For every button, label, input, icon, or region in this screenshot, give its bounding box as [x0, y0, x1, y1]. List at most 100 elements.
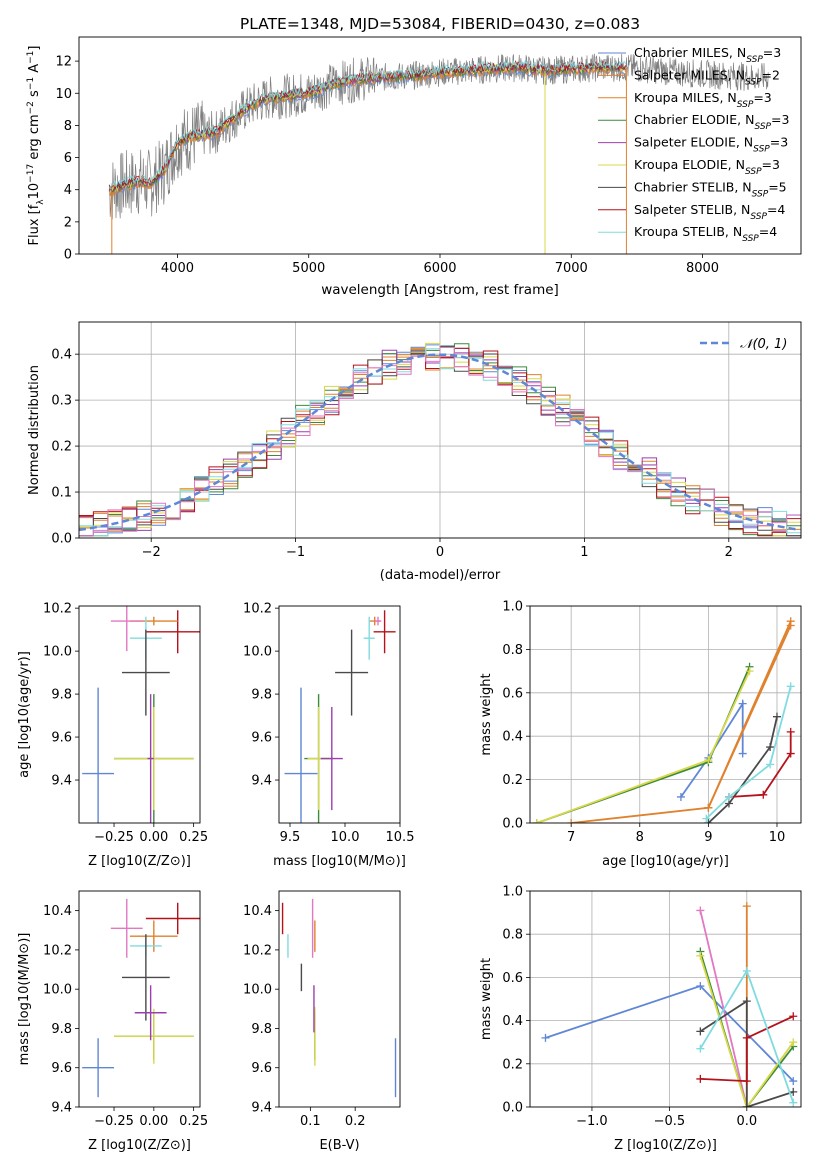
weight-series-marker — [696, 982, 705, 991]
x-tick-label: 0.00 — [139, 1114, 168, 1129]
x-tick-label: −2 — [142, 545, 161, 560]
y-tick-label: 1.0 — [502, 600, 523, 615]
weight-series — [676, 699, 747, 801]
weight-series-line — [571, 620, 792, 823]
y-tick-label: 9.8 — [51, 688, 72, 703]
y-tick-label: 0.2 — [51, 440, 72, 455]
axes-frame — [78, 321, 802, 539]
x-tick-label: 5000 — [292, 261, 325, 276]
error-bar-point — [374, 616, 382, 626]
y-tick-label: 0.4 — [51, 348, 72, 363]
y-tick-label: 10.4 — [43, 904, 72, 919]
weight-series-marker — [738, 749, 747, 758]
weight-series-line — [707, 716, 778, 823]
weight-series — [696, 1012, 798, 1086]
x-tick-label: 0.1 — [300, 1114, 321, 1129]
weight-series-marker — [742, 1033, 751, 1042]
plot-area — [79, 322, 801, 538]
y-tick-label: 0.0 — [51, 532, 72, 547]
weight-series-marker — [766, 760, 775, 769]
x-tick-label: 10 — [769, 830, 786, 845]
plot-area — [108, 53, 769, 254]
x-tick-label: 8000 — [686, 261, 719, 276]
weight-series — [541, 982, 798, 1086]
x-axis-label: Z [log10(Z/Z⊙)] — [88, 854, 191, 869]
x-axis-label: mass [log10(M/M⊙)] — [273, 854, 406, 869]
y-tick-label: 10.2 — [243, 602, 272, 617]
weight-series-line — [536, 670, 751, 823]
weight-series-marker — [696, 951, 705, 960]
weight-series-line — [699, 955, 795, 1107]
axes-frame — [529, 605, 802, 824]
legend-label: 𝒩(0, 1) — [740, 337, 787, 352]
legend-label: Salpeter ELODIE, NSSP=3 — [634, 135, 788, 155]
y-axis-label: mass weight — [479, 673, 494, 755]
weight-series-marker — [786, 727, 795, 736]
panel-mass-weight-vs-Z: −1.0 −0.5 0.0 0.0 0.2 0.4 0.6 0.8 1.0 Z [log10(Z/… — [479, 885, 802, 1153]
weight-series-marker — [696, 906, 705, 915]
y-tick-label: 0.4 — [502, 1014, 523, 1029]
weight-series-marker — [676, 792, 685, 801]
error-bar-point — [129, 920, 178, 952]
x-tick-label: 0.00 — [139, 830, 168, 845]
panel-age-vs-Z: −0.25 0.00 0.25 9.4 9.6 9.8 10.0 10.2 Z [log10(Z… — [17, 602, 208, 869]
y-tick-label: 9.6 — [251, 1061, 272, 1076]
y-tick-label: 8 — [64, 119, 72, 134]
x-axis-label: Z [log10(Z/Z⊙)] — [614, 1138, 717, 1153]
y-tick-label: 9.6 — [51, 731, 72, 746]
panel-mass-vs-EBV: 0.1 0.2 9.4 9.6 9.8 10.0 10.2 10.4 E(B-V) — [243, 890, 401, 1153]
weight-series-marker — [738, 699, 747, 708]
x-tick-label: −1 — [286, 545, 305, 560]
y-tick-label: 10.2 — [43, 602, 72, 617]
y-tick-label: 9.4 — [51, 1101, 72, 1116]
y-tick-label: 9.6 — [251, 731, 272, 746]
weight-series-marker — [532, 819, 541, 823]
y-tick-label: 0.8 — [502, 643, 523, 658]
error-bar-point — [110, 606, 143, 652]
panel-mass-vs-Z: −0.25 0.00 0.25 9.4 9.6 9.8 10.0 10.2 10.4 Z [log… — [17, 890, 208, 1153]
figure-title: PLATE=1348, MJD=53084, FIBERID=0430, z=0… — [240, 15, 640, 33]
weight-series-marker — [541, 1033, 550, 1042]
error-bar-point — [373, 610, 396, 654]
weight-series-marker — [696, 1027, 705, 1036]
weight-series-marker — [704, 819, 713, 823]
axes-frame — [529, 890, 802, 1108]
model-spectrum-line — [108, 63, 626, 197]
plot-area — [530, 606, 801, 823]
x-tick-label: −0.25 — [94, 1114, 134, 1129]
x-tick-label: 2 — [725, 545, 733, 560]
panel-residual-histogram: −2 −1 0 1 2 0.0 0.1 0.2 0.3 0.4 𝒩(0, 1) (data-model… — [27, 321, 802, 583]
error-bar-point — [363, 616, 375, 660]
weight-series — [702, 682, 795, 823]
weight-series-marker — [702, 814, 711, 823]
y-tick-label: 0 — [64, 248, 72, 263]
weight-series-marker — [742, 966, 751, 975]
weight-series-line — [700, 1015, 794, 1083]
y-axis-label: Normed distribution — [27, 365, 42, 495]
x-tick-label: 9 — [704, 830, 712, 845]
x-tick-label: 4000 — [161, 261, 194, 276]
legend-label: Kroupa MILES, NSSP=3 — [634, 90, 772, 110]
y-tick-label: 1.0 — [502, 885, 523, 900]
y-axis-label: mass [log10(M/M⊙)] — [17, 933, 32, 1066]
y-axis-label: mass weight — [479, 958, 494, 1040]
weight-series — [696, 966, 798, 1107]
y-tick-label: 9.4 — [251, 1101, 272, 1116]
error-bar-point — [121, 629, 170, 716]
y-tick-label: 0.0 — [502, 817, 523, 832]
weight-series-marker — [696, 1044, 705, 1053]
x-tick-label: 6000 — [423, 261, 456, 276]
y-tick-label: 0.2 — [502, 773, 523, 788]
x-tick-label: 10.5 — [386, 830, 415, 845]
x-tick-label: 0.25 — [179, 830, 208, 845]
plot-area — [281, 898, 397, 1098]
y-tick-label: 10.2 — [243, 943, 272, 958]
error-bar-point — [121, 934, 170, 1021]
error-bar-point — [145, 610, 200, 654]
x-tick-label: −0.5 — [654, 1114, 686, 1129]
weight-series-marker — [704, 803, 713, 812]
model-spectrum-line — [108, 59, 626, 190]
y-tick-label: 10.0 — [243, 645, 272, 660]
x-tick-label: 0.2 — [345, 1114, 366, 1129]
